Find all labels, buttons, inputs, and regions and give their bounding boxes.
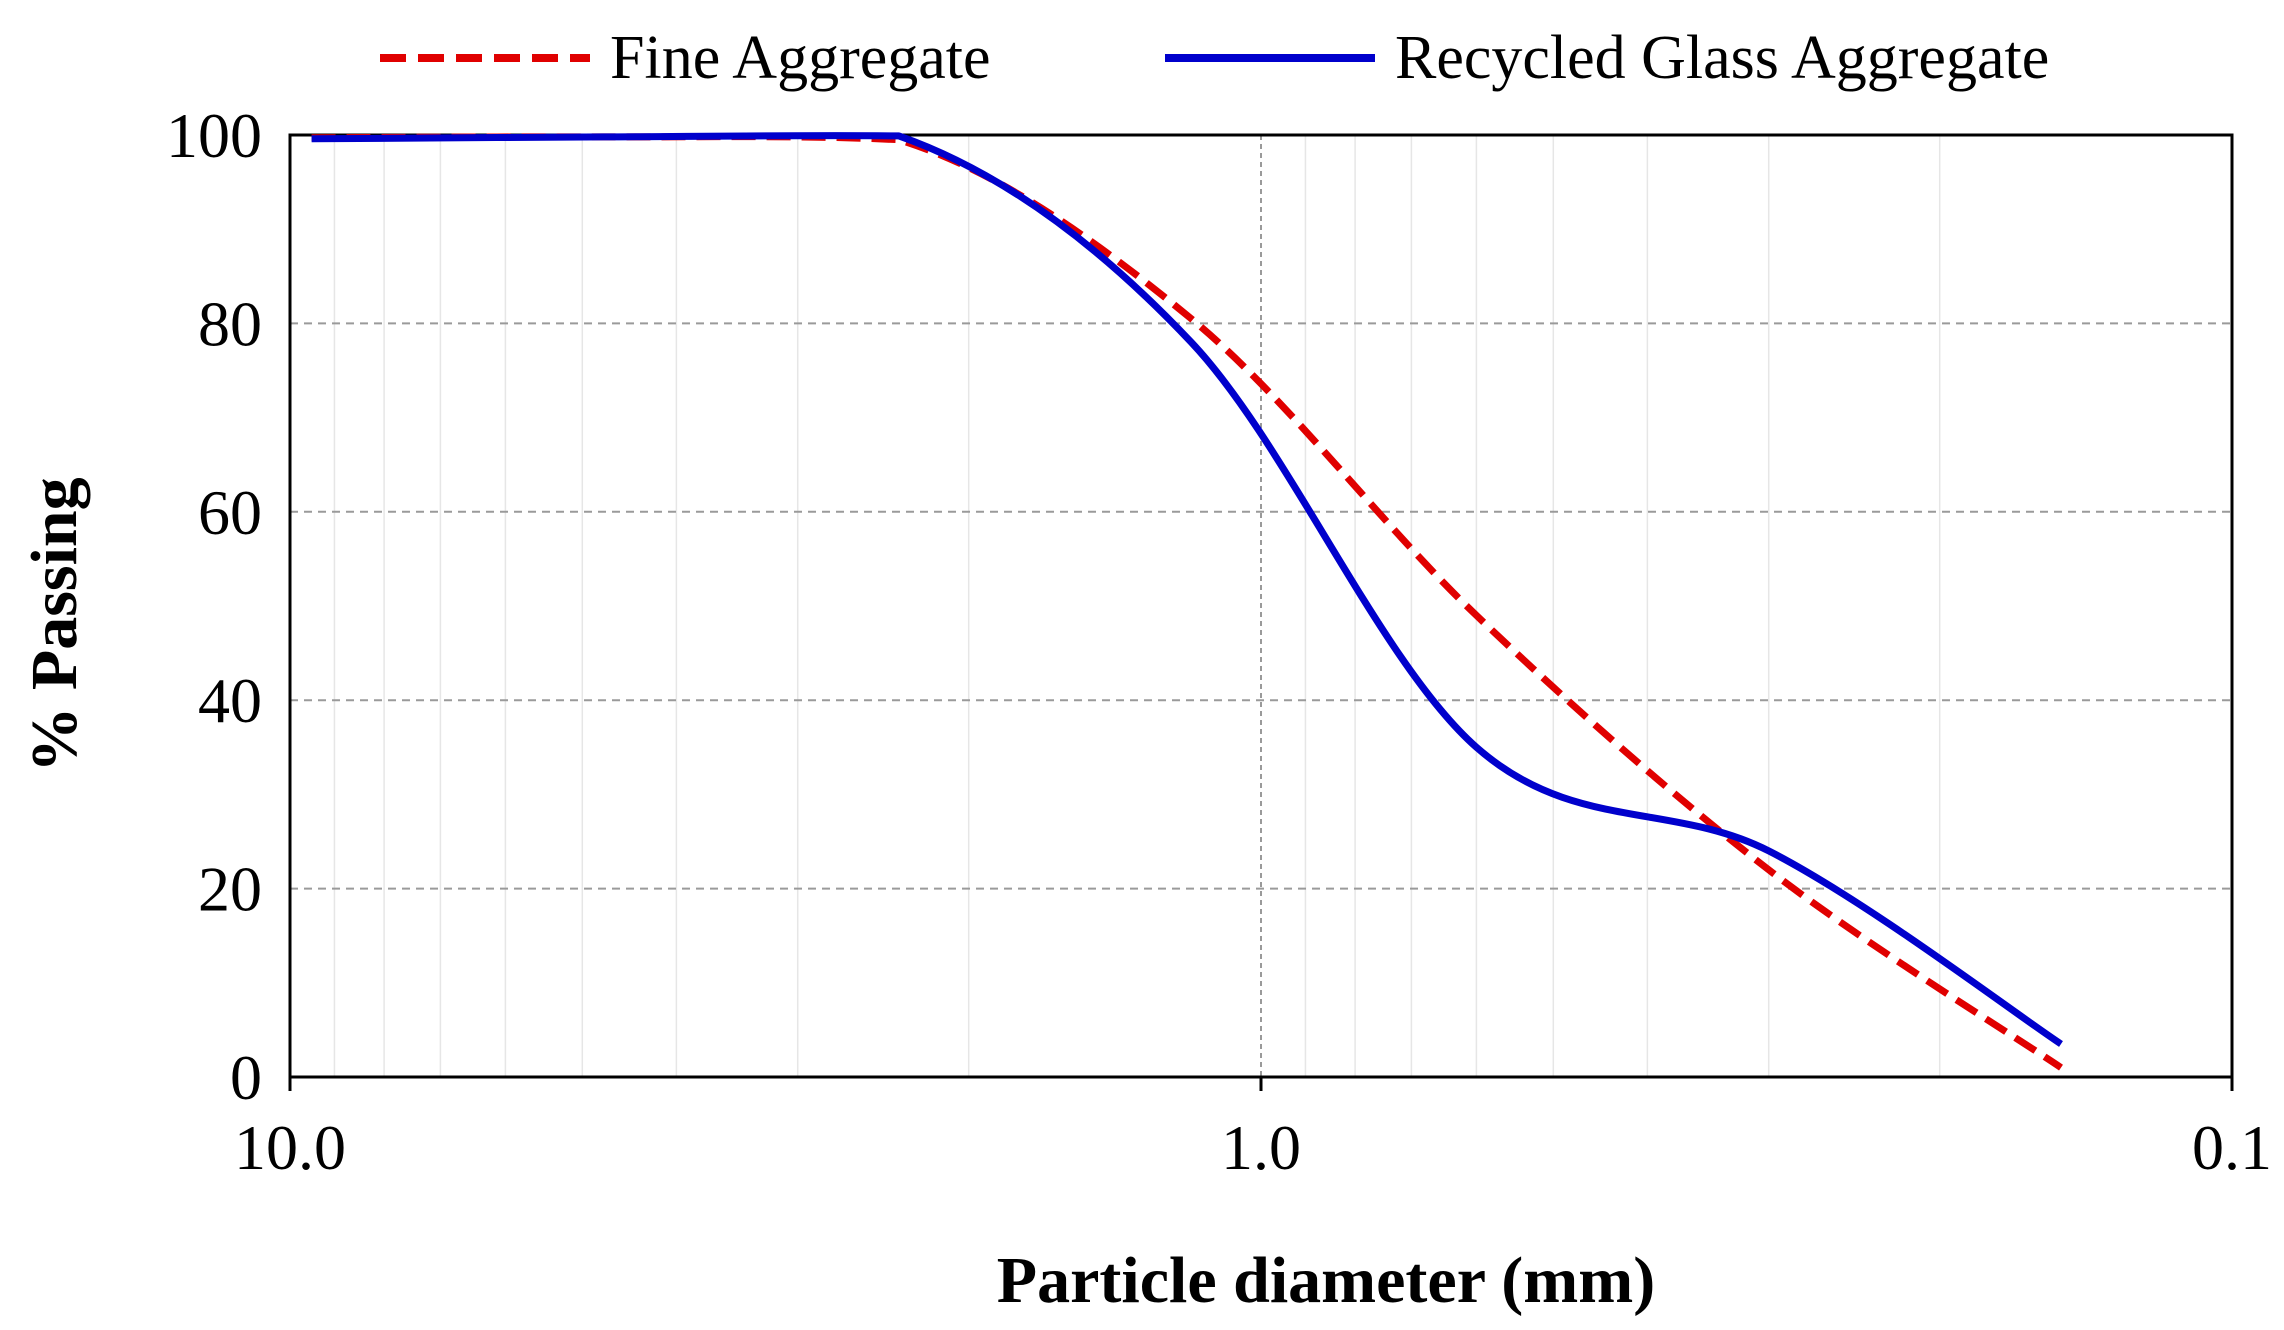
y-tick-label: 40 — [198, 665, 262, 736]
series-line-recycled-glass — [311, 132, 2063, 1047]
y-tick-label: 100 — [166, 100, 262, 171]
legend-label-fine-aggregate: Fine Aggregate — [610, 24, 991, 92]
x-tick-label: 10.0 — [234, 1112, 346, 1183]
x-tick-label: 0.1 — [2192, 1112, 2272, 1183]
x-axis-ticks: 10.0 1.0 0.1 — [234, 1077, 2272, 1183]
x-tick-label: 1.0 — [1221, 1112, 1301, 1183]
y-tick-label: 80 — [198, 288, 262, 359]
y-axis-ticks: 0 20 40 60 80 100 — [166, 100, 262, 1113]
y-tick-label: 0 — [230, 1042, 262, 1113]
x-axis-title: Particle diameter (mm) — [997, 1244, 1655, 1317]
legend-label-recycled-glass: Recycled Glass Aggregate — [1395, 24, 2049, 92]
y-axis-title: % Passing — [18, 477, 91, 772]
y-tick-label: 60 — [198, 477, 262, 548]
legend: Fine Aggregate Recycled Glass Aggregate — [380, 24, 2049, 92]
major-gridlines — [290, 135, 2232, 1077]
series-lines — [311, 132, 2063, 1071]
minor-gridlines — [333, 135, 1941, 1077]
y-tick-label: 20 — [198, 854, 262, 925]
